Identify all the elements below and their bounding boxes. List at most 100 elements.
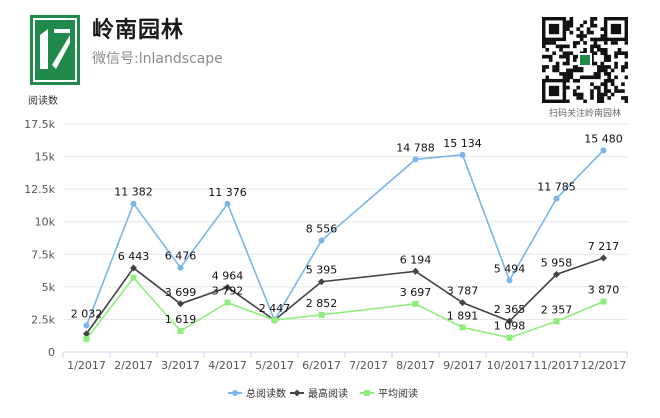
qr-module (569, 20, 574, 25)
data-label: 2 447 (259, 302, 291, 315)
qr-module (621, 82, 625, 86)
qr-finder (548, 85, 560, 97)
qr-module (607, 78, 611, 83)
x-ticks: 1/2017 2/2017 3/2017 4/2017 5/2017 6/2017 7/20… (62, 352, 628, 372)
data-label: 5 395 (306, 264, 338, 277)
qr-module (621, 89, 625, 93)
qr-module (590, 20, 594, 25)
data-point (177, 327, 184, 334)
data-label: 5 494 (494, 262, 526, 275)
data-label: 15 134 (443, 137, 482, 150)
data-point (600, 147, 607, 154)
qr-module (555, 65, 560, 69)
qr-module (600, 92, 605, 97)
legend-item-3[interactable]: 平均阅读 (360, 387, 418, 400)
data-point (506, 317, 513, 325)
data-point (412, 156, 419, 163)
x-tick-label: 12/2017 (581, 359, 627, 372)
legend-item-1[interactable]: 总阅读数 (228, 387, 286, 400)
qr-module (603, 78, 608, 83)
qr-module (600, 82, 605, 86)
qr-module (593, 75, 598, 80)
qr-module (566, 54, 570, 59)
qr-module (569, 51, 574, 56)
qr-module (562, 75, 567, 80)
qr-module (552, 41, 556, 45)
qr-module (603, 68, 608, 73)
data-point (459, 324, 466, 331)
qr-module (607, 58, 611, 62)
qr-module (566, 51, 570, 56)
qr-module (590, 23, 594, 28)
x-tick-label: 6/2017 (302, 359, 341, 372)
series-group (83, 147, 607, 342)
y-tick-label: 2.5k (31, 313, 55, 326)
qr-module (542, 54, 546, 59)
qr-module (617, 47, 622, 52)
qr-module (545, 41, 550, 45)
legend[interactable]: 总阅读数 最高阅读 平均阅读 (228, 387, 418, 400)
qr-module (569, 17, 574, 21)
qr-module (559, 44, 563, 49)
qr-module (566, 58, 570, 62)
qr-module (624, 75, 629, 80)
qr-module (562, 44, 567, 49)
qr-module (562, 51, 567, 56)
qr-module (607, 54, 611, 59)
data-point (412, 267, 419, 275)
qr-module (572, 78, 577, 83)
qr-module (555, 61, 560, 66)
qr-module (597, 47, 601, 52)
qr-module (586, 27, 591, 31)
qr-module (555, 68, 560, 73)
y-ticks: 0 2.5k 5k 7.5k 10k 12.5k 15k 17.5k (24, 118, 55, 359)
qr-module (600, 65, 605, 69)
qr-module (600, 37, 605, 42)
qr-module (579, 34, 584, 38)
qr-module (569, 68, 574, 73)
qr-module (566, 44, 570, 49)
data-point (224, 299, 231, 306)
data-label: 3 699 (165, 286, 197, 299)
data-point (459, 151, 466, 158)
qr-module (576, 41, 581, 45)
qr-module (552, 51, 556, 56)
qr-caption: 扫码关注岭南园林 (548, 109, 621, 119)
qr-module (600, 51, 605, 56)
qr-module (576, 27, 581, 31)
qr-module (624, 96, 629, 100)
qr-module (614, 65, 618, 69)
data-point (553, 270, 560, 278)
data-point (600, 298, 607, 305)
data-point (83, 322, 90, 329)
y-tick-label: 17.5k (24, 118, 55, 131)
x-tick-label: 10/2017 (487, 359, 533, 372)
qr-module (583, 99, 587, 104)
data-label: 11 376 (208, 186, 247, 199)
qr-module (624, 51, 629, 56)
qr-module (617, 51, 622, 56)
data-label: 3 792 (212, 285, 244, 298)
data-label: 2 032 (71, 308, 103, 321)
qr-module (600, 47, 605, 52)
y-tick-label: 10k (35, 216, 56, 229)
y-tick-label: 15k (35, 151, 56, 164)
qr-module (566, 61, 570, 66)
qr-module (624, 99, 629, 104)
qr-module (614, 51, 618, 56)
qr-code-icon (542, 17, 629, 104)
data-label: 8 556 (306, 223, 338, 236)
legend-item-2[interactable]: 最高阅读 (290, 387, 348, 400)
data-label: 1 891 (447, 309, 479, 322)
qr-module (607, 89, 611, 93)
qr-module (559, 54, 563, 59)
qr-module (590, 96, 594, 100)
qr-module (579, 92, 584, 97)
qr-module (562, 54, 567, 59)
qr-module (590, 82, 594, 86)
qr-module (569, 30, 574, 35)
qr-module (566, 23, 570, 28)
data-label: 6 476 (165, 250, 197, 263)
x-tick-label: 1/2017 (67, 359, 106, 372)
qr-module (603, 85, 608, 90)
